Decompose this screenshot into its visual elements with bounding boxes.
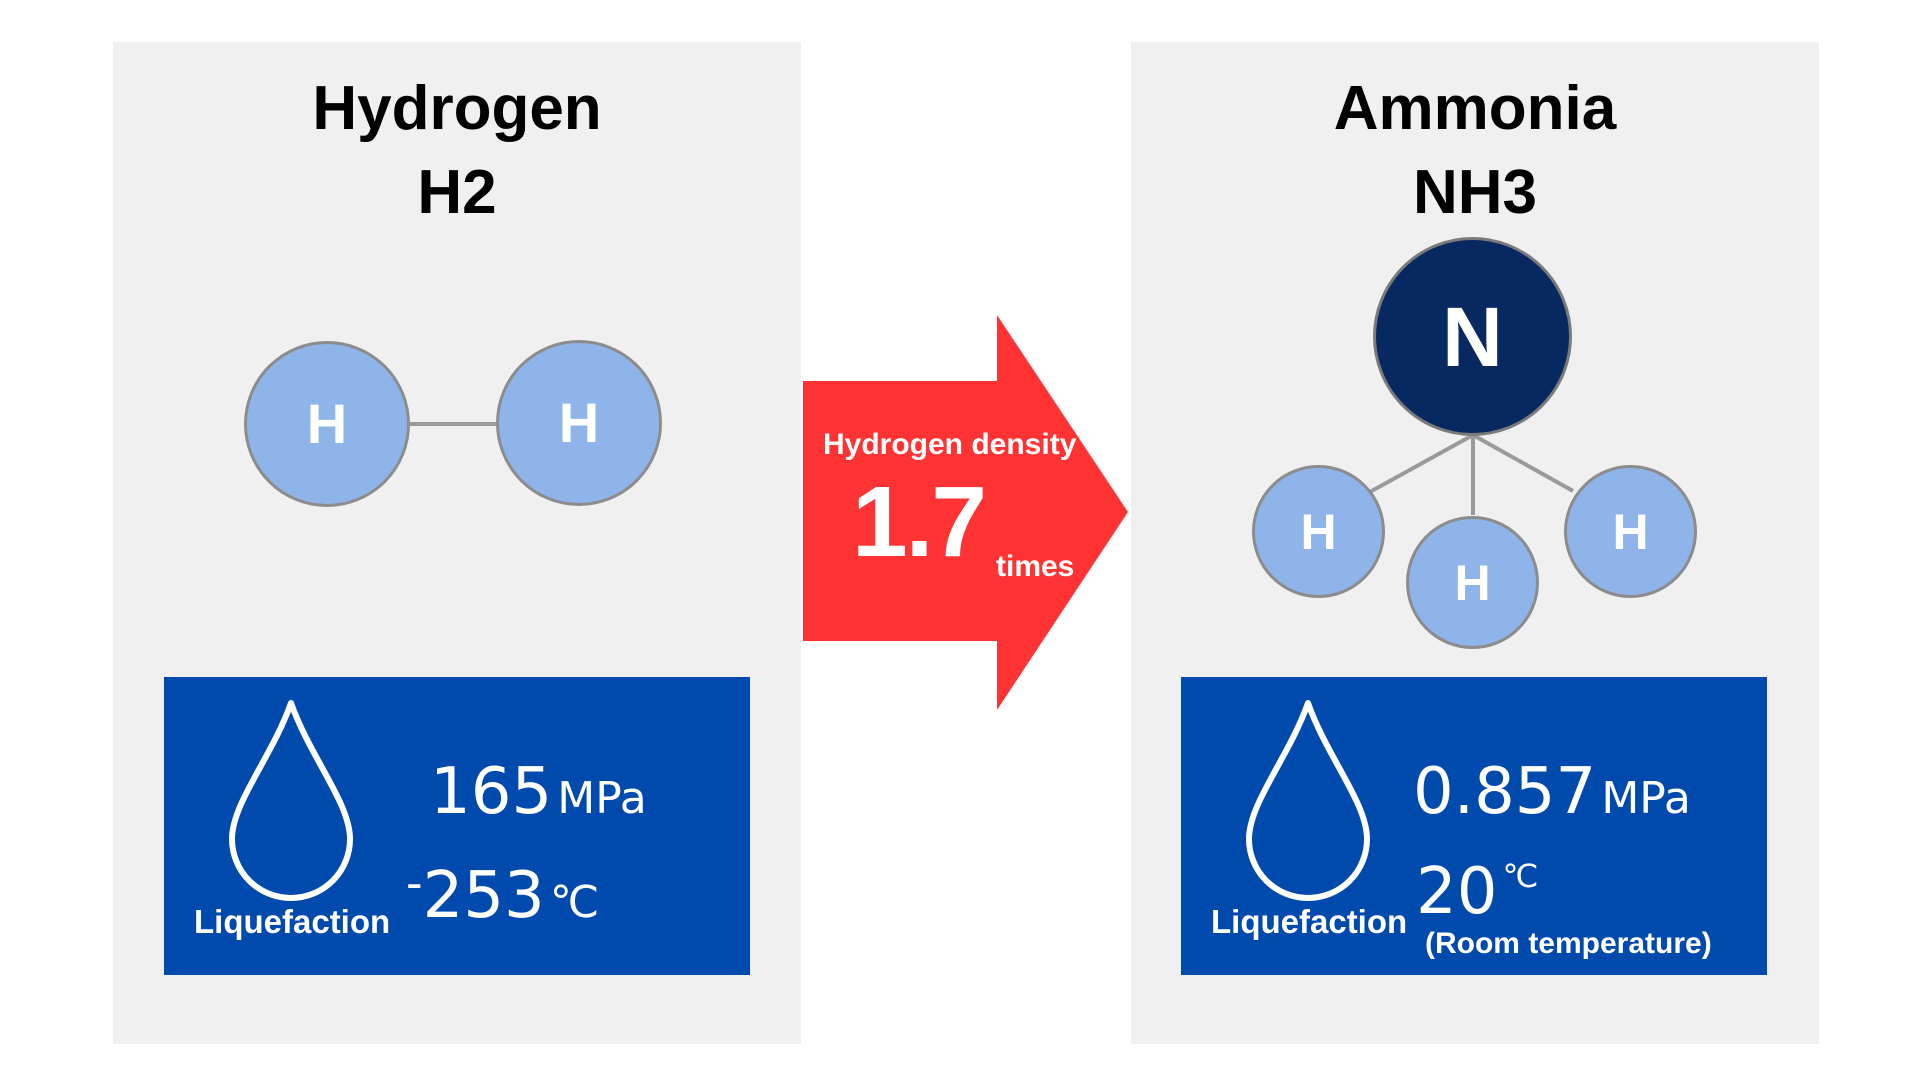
density-multiplier-value: 1.7 bbox=[852, 466, 987, 578]
temperature-unit: ℃ bbox=[549, 877, 600, 928]
h2-bond bbox=[409, 422, 497, 426]
pressure-value: 0.857 bbox=[1413, 755, 1597, 829]
hydrogen-atom: H bbox=[1252, 465, 1385, 598]
pressure-value: 165 bbox=[430, 755, 553, 829]
atom-label: H bbox=[558, 391, 600, 454]
pressure-unit: MPa bbox=[557, 773, 647, 824]
hydrogen-panel: Hydrogen H2 H H Liquefaction 165 MPa -25… bbox=[113, 42, 801, 1044]
hydrogen-atom: H bbox=[244, 341, 410, 507]
atom-label: H bbox=[306, 392, 348, 455]
room-temperature-note: (Room temperature) bbox=[1425, 927, 1712, 960]
hydrogen-atom: H bbox=[496, 340, 662, 506]
hydrogen-title: Hydrogen bbox=[312, 74, 602, 143]
ammonia-panel: Ammonia NH3 N H H H Liquefaction 0.857 M… bbox=[1131, 42, 1819, 1044]
pressure-unit: MPa bbox=[1601, 773, 1691, 824]
ammonia-liquefaction-box: Liquefaction 0.857 MPa 20 ℃ (Room temper… bbox=[1181, 677, 1767, 975]
hydrogen-density-label: Hydrogen density bbox=[823, 428, 1077, 461]
nh3-bonds bbox=[1367, 433, 1574, 515]
hydrogen-liquefaction-box: Liquefaction 165 MPa -253 ℃ bbox=[164, 677, 750, 975]
temperature-unit: ℃ bbox=[1502, 857, 1539, 895]
nitrogen-atom: N bbox=[1373, 237, 1572, 436]
water-drop-icon bbox=[229, 700, 353, 901]
density-multiplier-unit: times bbox=[996, 550, 1075, 583]
temperature-readout: 20 ℃ bbox=[1416, 860, 1538, 924]
atom-label: H bbox=[1454, 554, 1491, 611]
hydrogen-formula: H2 bbox=[417, 158, 497, 227]
atom-label: N bbox=[1442, 289, 1503, 384]
right-arrow-icon bbox=[803, 315, 1128, 710]
temperature-value: 253 bbox=[422, 859, 545, 933]
water-drop-icon bbox=[1246, 700, 1370, 901]
pressure-readout: 165 MPa bbox=[430, 760, 647, 824]
pressure-readout: 0.857 MPa bbox=[1413, 760, 1691, 824]
ammonia-title: Ammonia bbox=[1333, 74, 1617, 143]
liquefaction-label: Liquefaction bbox=[1211, 903, 1408, 940]
hydrogen-atom: H bbox=[1406, 516, 1539, 649]
atom-label: H bbox=[1300, 503, 1337, 560]
temperature-readout: -253 ℃ bbox=[406, 860, 599, 928]
atom-label: H bbox=[1612, 503, 1649, 560]
temperature-sign: - bbox=[406, 856, 423, 910]
temperature-value: 20 bbox=[1416, 855, 1498, 929]
ammonia-formula: NH3 bbox=[1412, 158, 1538, 227]
hydrogen-atom: H bbox=[1564, 465, 1697, 598]
liquefaction-label: Liquefaction bbox=[194, 903, 391, 940]
